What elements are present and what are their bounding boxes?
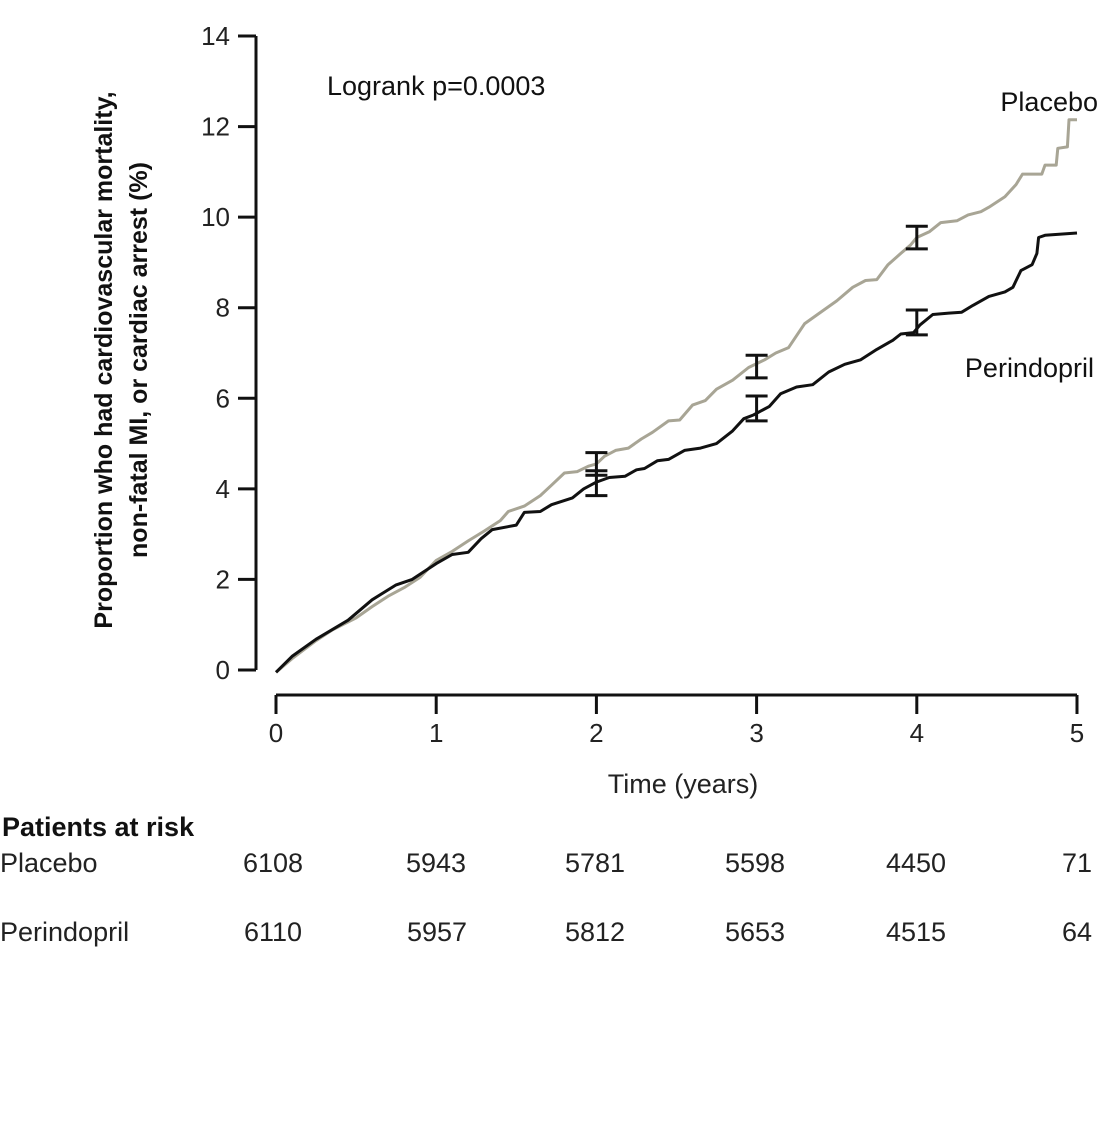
error-bar-perindopril	[905, 308, 928, 337]
error-bar-placebo	[905, 224, 928, 251]
risk-cell: 5653	[724, 917, 786, 947]
risk-row-label: Perindopril	[0, 917, 130, 947]
risk-cell: 71	[1061, 848, 1092, 878]
x-tick-label: 4	[910, 718, 924, 748]
y-tick-label: 12	[201, 112, 230, 142]
x-tick-label: 0	[269, 718, 283, 748]
x-axis: 0 1 2 3 4 5	[269, 693, 1084, 748]
series-layer	[274, 118, 1078, 674]
risk-cell: 64	[1061, 917, 1092, 947]
risk-cell: 6108	[242, 848, 304, 878]
x-tick-label: 1	[429, 718, 443, 748]
risk-cell: 5781	[564, 848, 626, 878]
series-label-placebo: Placebo	[1000, 87, 1098, 117]
risk-row-placebo: Placebo 6108 5943 5781 5598 4450 71	[0, 848, 1104, 882]
y-tick-label: 10	[201, 202, 230, 232]
risk-table-title: Patients at risk	[2, 812, 195, 842]
risk-cell: 5812	[564, 917, 626, 947]
y-tick-label: 14	[201, 21, 230, 51]
x-tick-label: 5	[1070, 718, 1084, 748]
y-tick-label: 6	[216, 383, 230, 413]
y-tick-label: 4	[216, 474, 230, 504]
risk-cell: 4515	[885, 917, 947, 947]
risk-row-label: Placebo	[0, 848, 98, 878]
series-label-perindopril: Perindopril	[965, 353, 1094, 383]
risk-row-perindopril: Perindopril 6110 5957 5812 5653 4515 64	[0, 917, 1104, 951]
curve-perindopril	[274, 231, 1078, 674]
risk-cell: 5943	[405, 848, 467, 878]
risk-cell: 5598	[724, 848, 786, 878]
series-perindopril	[274, 231, 1078, 674]
risk-cell: 5957	[406, 917, 468, 947]
curve-placebo	[275, 118, 1077, 674]
y-axis-label-line-2: non-fatal MI, or cardiac arrest (%)	[125, 162, 153, 558]
risk-cell: 6110	[243, 917, 303, 947]
error-bar-placebo	[745, 353, 768, 380]
x-tick-label: 3	[749, 718, 763, 748]
error-bar-perindopril	[585, 469, 608, 498]
x-axis-label: Time (years)	[608, 769, 759, 799]
y-tick-label: 2	[216, 564, 230, 594]
y-axis: 0 2 4 6 8 10 12 14	[201, 21, 258, 685]
y-axis-label-line-1: Proportion who had cardiovascular mortal…	[90, 91, 118, 628]
error-bar-perindopril	[745, 394, 768, 423]
y-tick-label: 0	[216, 655, 230, 685]
series-placebo	[275, 118, 1077, 674]
risk-cell: 4450	[885, 848, 947, 878]
x-tick-label: 2	[589, 718, 603, 748]
logrank-annotation: Logrank p=0.0003	[327, 71, 545, 101]
y-tick-label: 8	[216, 293, 230, 323]
